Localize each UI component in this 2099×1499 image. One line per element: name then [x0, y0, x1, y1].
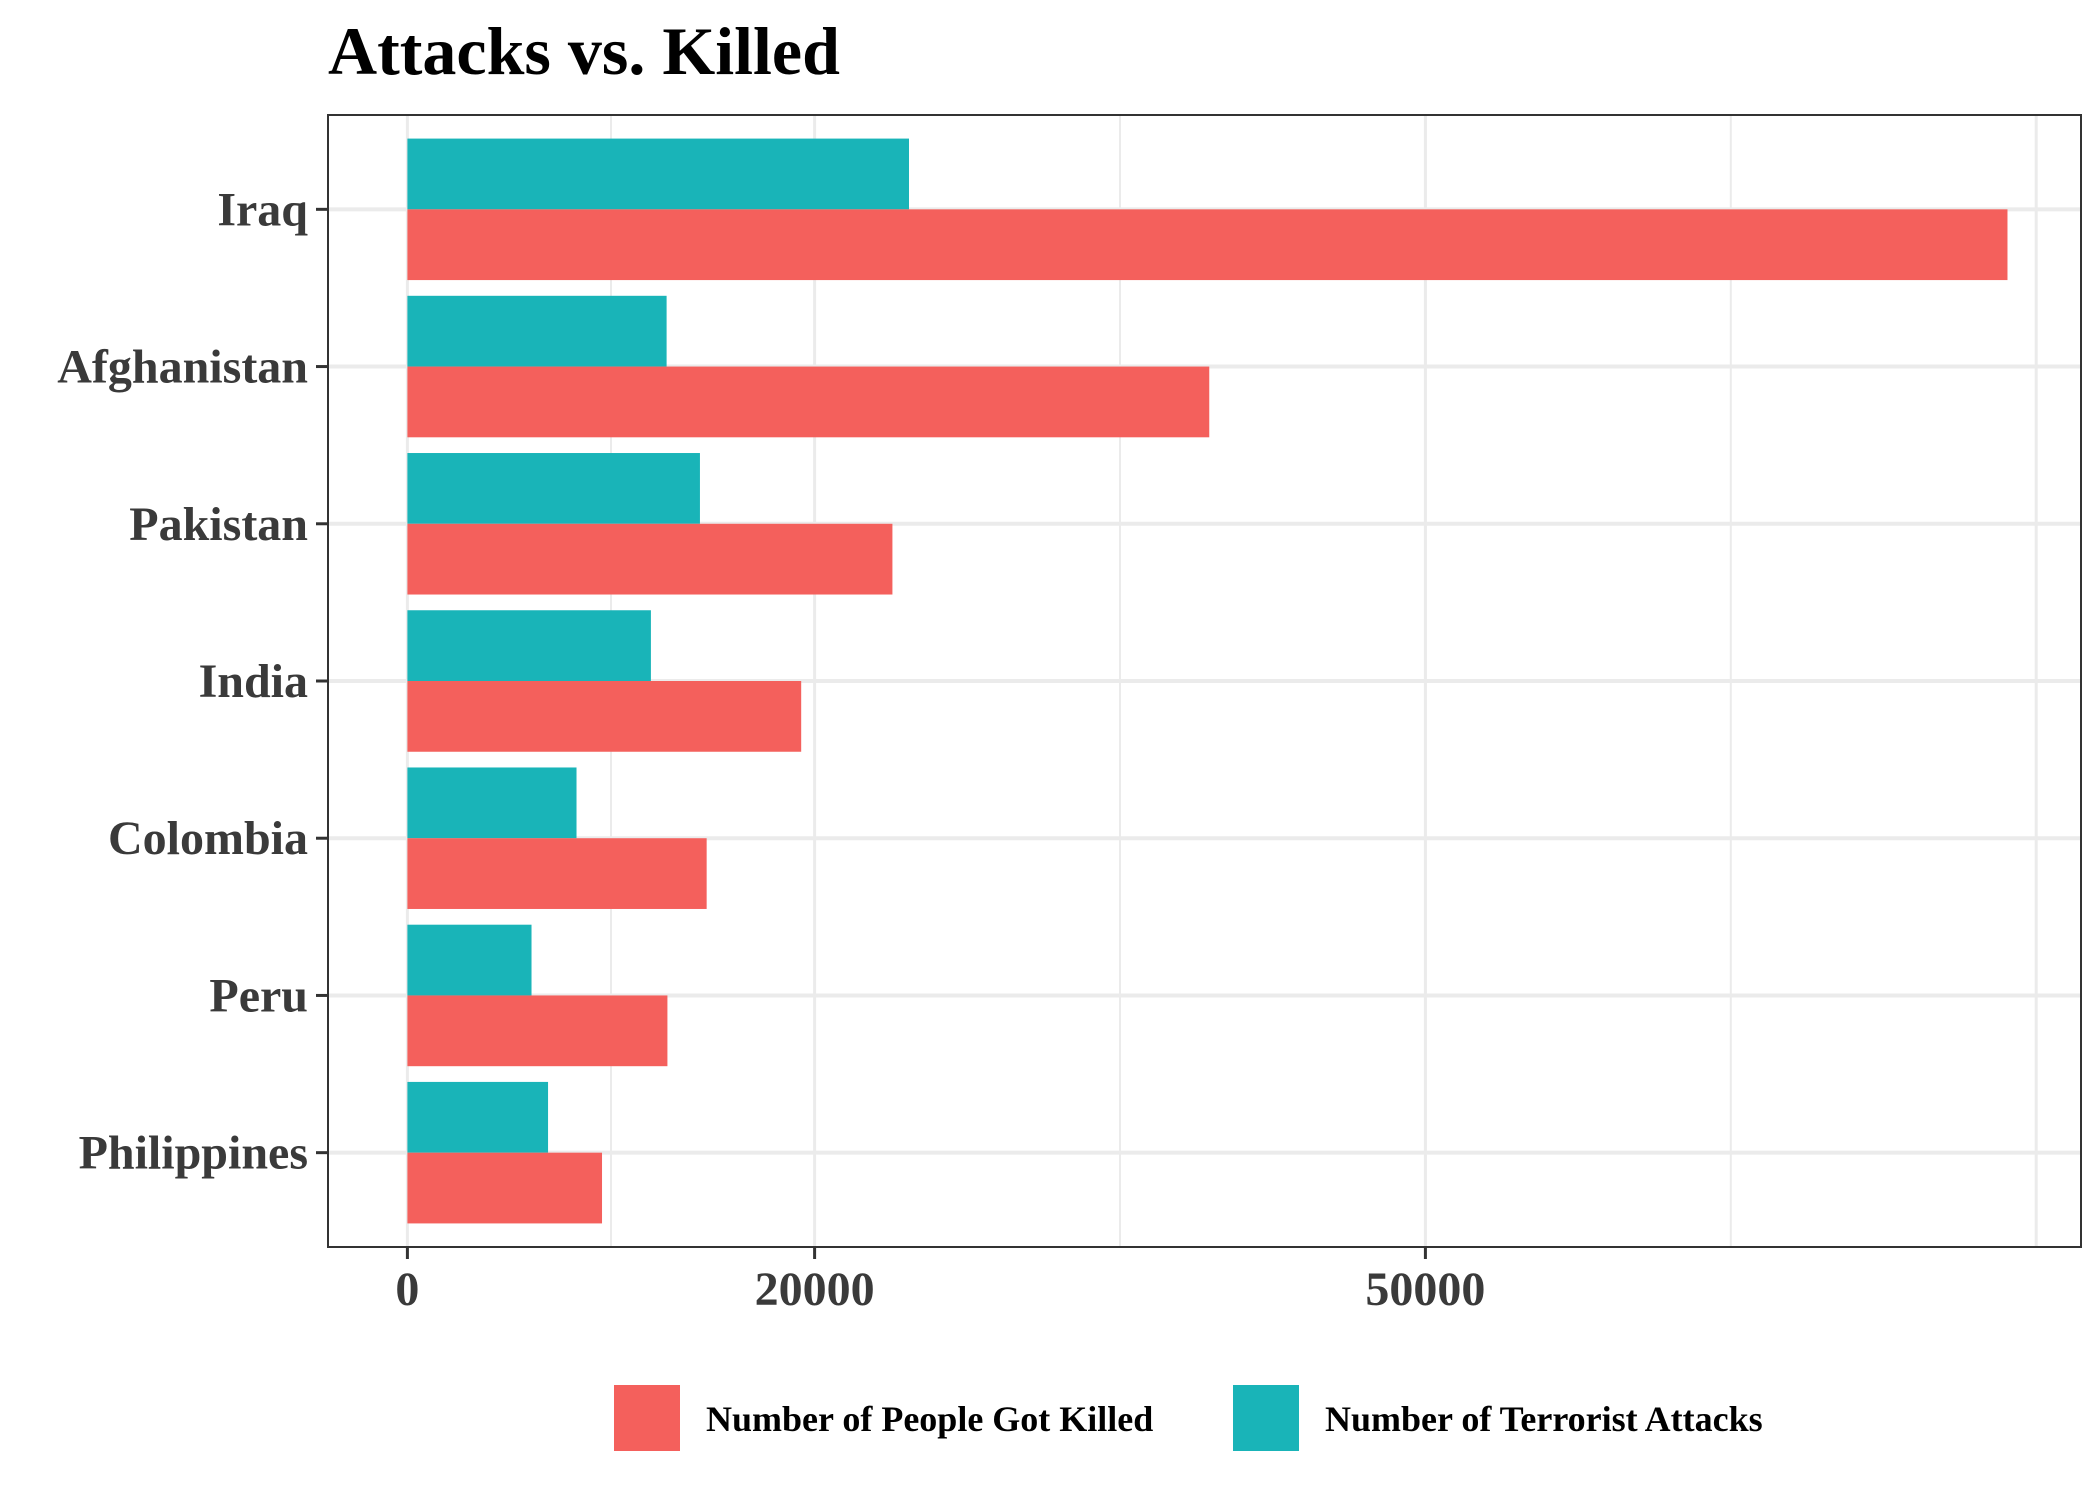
bar-colombia-killed — [407, 838, 707, 909]
bar-peru-killed — [407, 995, 668, 1067]
x-tick-label-50000: 50000 — [1365, 1263, 1485, 1316]
chart-title: Attacks vs. Killed — [328, 13, 840, 89]
legend-label-attacks: Number of Terrorist Attacks — [1325, 1399, 1763, 1439]
bar-colombia-attacks — [407, 767, 577, 839]
bar-pakistan-killed — [407, 523, 893, 595]
y-tick-label-pakistan: Pakistan — [129, 498, 308, 551]
y-tick-label-colombia: Colombia — [108, 812, 308, 865]
legend-key-attacks — [1233, 1385, 1299, 1451]
bar-philippines-attacks — [407, 1081, 549, 1153]
bar-philippines-killed — [407, 1152, 603, 1224]
bar-iraq-attacks — [407, 138, 909, 210]
bar-afghanistan-attacks — [407, 295, 667, 367]
bar-afghanistan-killed — [407, 366, 1210, 438]
x-tick-label-0: 0 — [395, 1263, 419, 1316]
bars — [407, 138, 2008, 1224]
bar-peru-attacks — [407, 924, 532, 996]
y-tick-label-philippines: Philippines — [79, 1127, 308, 1180]
y-tick-label-afghanistan: Afghanistan — [57, 341, 308, 394]
bar-pakistan-attacks — [407, 453, 700, 524]
bar-iraq-killed — [407, 209, 2008, 281]
y-tick-label-peru: Peru — [209, 969, 308, 1022]
legend-label-killed: Number of People Got Killed — [706, 1399, 1153, 1439]
x-axis: 0 20000 50000 — [395, 1247, 1485, 1316]
bar-india-attacks — [407, 610, 651, 681]
legend-key-killed — [614, 1385, 680, 1451]
y-axis: Iraq Afghanistan Pakistan India Colombia Peru… — [57, 183, 328, 1180]
legend: Number of People Got Killed Number of Ter… — [614, 1385, 1763, 1451]
y-tick-label-india: India — [199, 655, 308, 708]
y-tick-label-iraq: Iraq — [217, 183, 308, 236]
x-tick-label-20000: 20000 — [755, 1263, 875, 1316]
bar-india-killed — [407, 681, 802, 752]
